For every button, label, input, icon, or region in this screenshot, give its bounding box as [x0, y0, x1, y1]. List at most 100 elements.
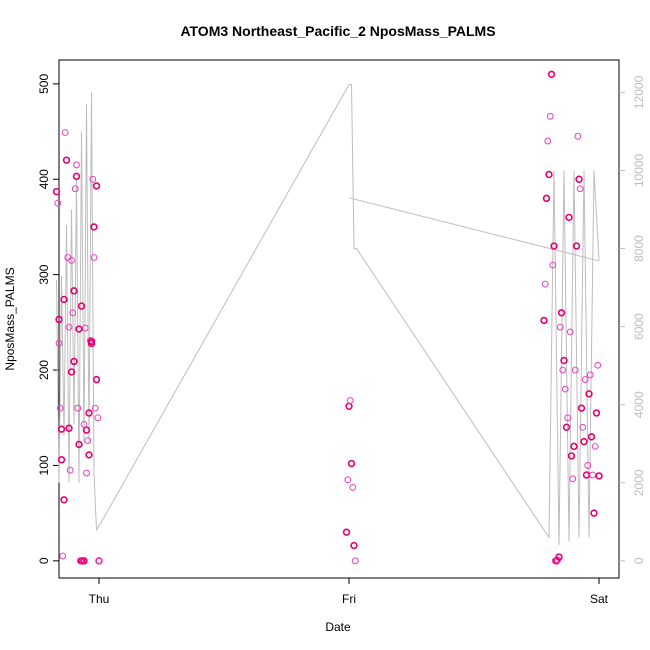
data-point	[85, 409, 93, 417]
data-point	[561, 385, 569, 393]
data-point	[349, 483, 357, 491]
y2-tick-label: 2000	[632, 469, 646, 496]
y-tick-label: 200	[37, 360, 51, 380]
data-point	[347, 459, 356, 468]
data-point	[346, 397, 354, 404]
data-point	[77, 302, 86, 310]
data-point	[541, 280, 549, 288]
x-axis: Thu Fri Sat	[89, 578, 609, 606]
data-point	[571, 366, 579, 374]
right-axis: 0 2000 4000 6000 8000 10000 12000	[619, 75, 646, 564]
data-point	[577, 404, 586, 412]
chart-title: ATOM3 Northeast_Pacific_2 NposMass_PALMS	[180, 23, 495, 39]
data-point	[550, 242, 558, 250]
data-point	[351, 557, 359, 565]
data-point	[52, 187, 61, 196]
data-point	[342, 528, 351, 536]
data-point	[91, 404, 99, 412]
data-point	[95, 557, 103, 565]
data-point	[344, 476, 352, 484]
data-point	[586, 371, 594, 379]
data-point	[565, 213, 573, 222]
data-point	[570, 442, 578, 451]
y-tick-label: 500	[37, 74, 51, 94]
data-point	[557, 309, 566, 317]
data-point	[55, 315, 63, 324]
data-point	[60, 295, 68, 304]
data-point	[71, 185, 79, 193]
data-point	[90, 223, 98, 231]
y-axis-label: NposMass_PALMS	[3, 267, 17, 370]
data-point	[595, 472, 603, 480]
data-point	[80, 557, 88, 565]
data-point	[82, 426, 91, 434]
scatter-points	[52, 70, 603, 565]
data-point	[90, 254, 98, 261]
data-point	[556, 323, 564, 331]
y2-tick-label: 12000	[632, 75, 646, 109]
data-point	[350, 541, 358, 550]
data-point	[83, 469, 90, 477]
data-point	[57, 456, 66, 464]
data-point	[75, 325, 83, 333]
x-tick-label: Thu	[89, 592, 110, 606]
data-point	[540, 316, 548, 325]
y2-tick-label: 10000	[632, 153, 646, 187]
y-tick-label: 300	[37, 264, 51, 284]
data-point	[575, 175, 583, 183]
y-tick-label: 0	[37, 557, 51, 564]
data-point	[545, 170, 553, 179]
data-point	[74, 404, 82, 412]
data-point	[87, 337, 96, 346]
secondary-series-line	[56, 84, 600, 546]
y-tick-label: 400	[37, 169, 51, 189]
data-point	[61, 129, 69, 136]
data-point	[569, 475, 577, 483]
data-point	[84, 437, 92, 445]
data-point	[549, 261, 557, 269]
data-point	[564, 414, 572, 422]
data-point	[559, 366, 567, 374]
data-point	[92, 182, 101, 190]
data-point	[59, 552, 67, 560]
data-point	[547, 70, 556, 79]
data-point	[94, 414, 102, 422]
data-point	[574, 132, 582, 140]
data-point	[594, 361, 602, 369]
y2-tick-label: 8000	[632, 235, 646, 262]
data-point	[567, 452, 576, 460]
data-point	[62, 156, 71, 164]
data-point	[56, 404, 64, 412]
data-point	[73, 161, 80, 169]
data-point	[584, 462, 592, 469]
data-point	[70, 357, 78, 366]
data-point	[75, 440, 83, 449]
data-point	[592, 409, 601, 417]
plot-frame	[58, 59, 620, 579]
data-point	[591, 442, 599, 450]
data-point	[590, 509, 598, 517]
data-point	[581, 376, 589, 383]
data-point	[92, 375, 101, 384]
data-point	[566, 328, 574, 336]
data-point	[65, 323, 73, 331]
y2-tick-label: 4000	[632, 391, 646, 418]
data-point	[587, 433, 596, 441]
data-point	[579, 423, 587, 431]
data-point	[80, 421, 88, 428]
data-point	[546, 112, 554, 120]
data-point	[60, 496, 68, 504]
data-point	[542, 194, 551, 203]
data-point	[560, 356, 568, 365]
data-point	[576, 185, 584, 193]
data-point	[544, 137, 552, 145]
data-point	[72, 172, 81, 181]
data-point	[68, 256, 75, 264]
left-axis: 0 100 200 300 400 500	[37, 74, 59, 564]
x-axis-label: Date	[325, 620, 351, 634]
data-point	[57, 425, 66, 433]
data-point	[67, 368, 76, 376]
data-point	[85, 451, 93, 459]
y2-tick-label: 6000	[632, 313, 646, 340]
